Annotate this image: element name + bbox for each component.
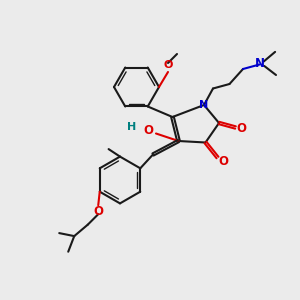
Text: O: O xyxy=(93,205,103,218)
Text: O: O xyxy=(143,124,154,137)
Text: O: O xyxy=(163,60,173,70)
Text: O: O xyxy=(236,122,247,135)
Text: N: N xyxy=(255,57,265,70)
Text: O: O xyxy=(218,154,228,168)
Text: H: H xyxy=(127,122,136,133)
Text: N: N xyxy=(199,100,208,110)
